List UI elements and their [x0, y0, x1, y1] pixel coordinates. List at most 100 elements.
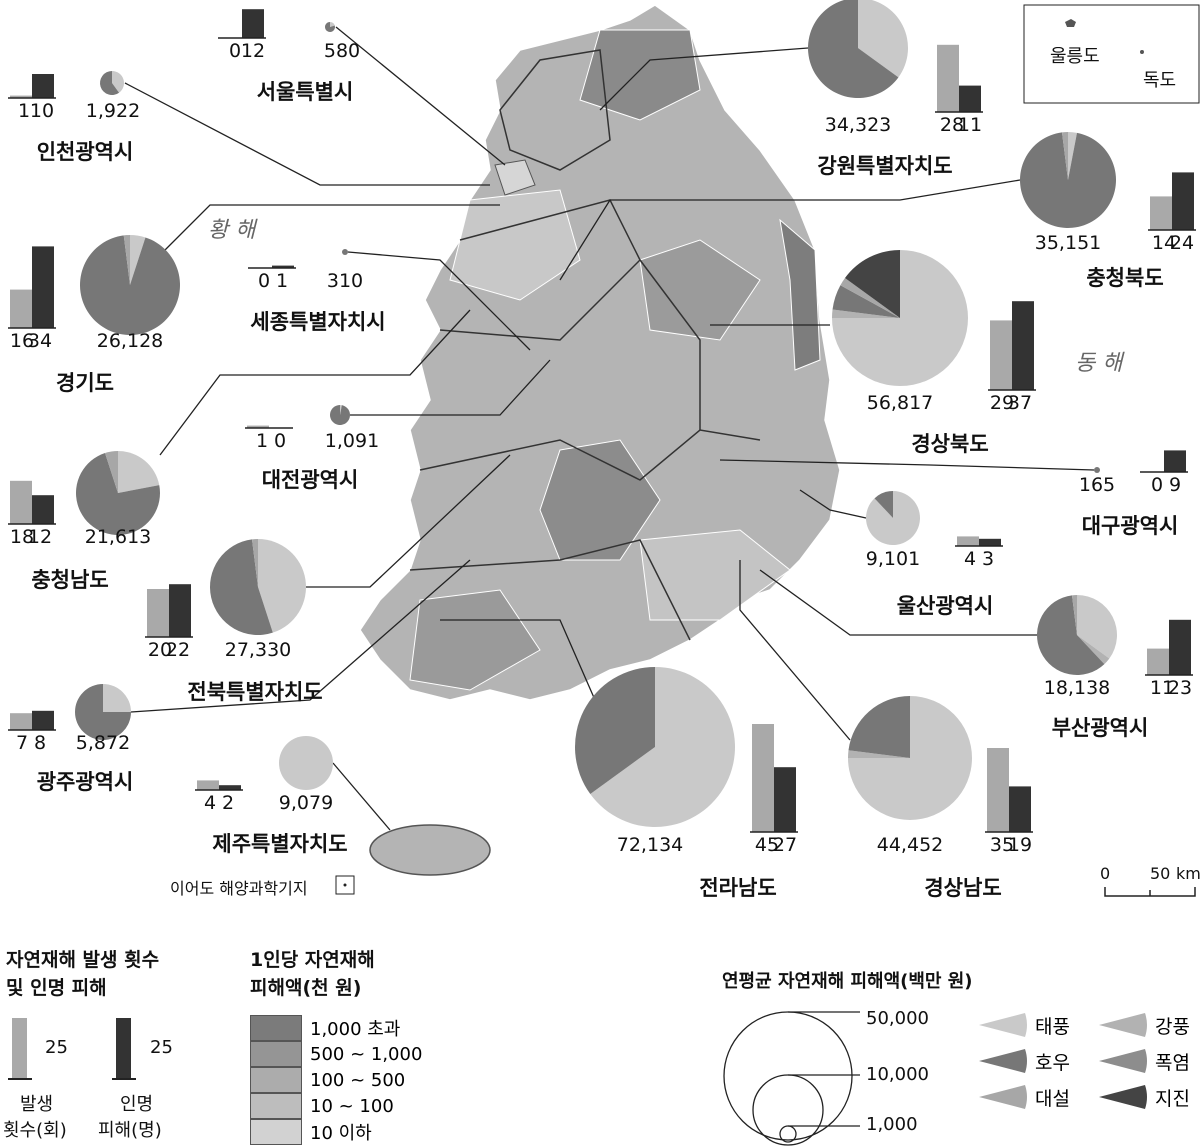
bar-casualties [959, 85, 981, 112]
legend-circle-50000: 50,000 [866, 1008, 929, 1029]
region-name: 전라남도 [699, 876, 777, 900]
occurrences-value: 18 [9, 526, 35, 548]
pie-slice-태풍 [103, 684, 131, 712]
pie-chart [866, 491, 920, 545]
occurrences-value: 20 [147, 639, 173, 661]
choropleth-swatch [250, 1015, 302, 1041]
casualties-value: 22 [165, 639, 191, 661]
region-12-marks [1037, 595, 1193, 676]
legend-cas-bar [116, 1018, 131, 1078]
region-11-marks [145, 539, 306, 638]
region-name: 충청북도 [1086, 266, 1164, 290]
pie-chart [848, 696, 972, 820]
pie-slice-호우 [210, 539, 273, 635]
pie-slice-태풍 [858, 0, 908, 78]
region-name: 경상북도 [911, 432, 989, 456]
choropleth-class: 500 ~ 1,000 [250, 1041, 422, 1067]
legend-cas-l1: 인명 [120, 1094, 154, 1115]
pie-chart [100, 71, 124, 95]
pie-slice-호우 [342, 249, 348, 255]
region-name: 부산광역시 [1051, 716, 1149, 740]
disaster-type-지진: 지진 [1097, 1082, 1190, 1112]
damage-value: 310 [326, 270, 364, 292]
pie-slice-호우 [808, 0, 899, 98]
region-name: 전북특별자치도 [187, 680, 323, 704]
sea-label-east: 동 해 [1075, 351, 1123, 376]
choropleth-label: 500 ~ 1,000 [310, 1043, 423, 1065]
disaster-type-label: 폭염 [1155, 1051, 1190, 1074]
region-8-marks [1094, 450, 1188, 473]
occurrences-value: 4 [203, 792, 217, 814]
disaster-type-폭염: 폭염 [1097, 1046, 1190, 1076]
legend-cas-l2: 피해(명) [98, 1120, 162, 1141]
bar-occurrences [752, 724, 774, 832]
bar-casualties [1164, 450, 1186, 472]
pie-chart [75, 684, 131, 740]
pie-chart [1094, 467, 1100, 473]
region-name: 경기도 [56, 371, 114, 395]
pie-slice-태풍 [112, 71, 124, 93]
wedge-icon [979, 1049, 1027, 1073]
damage-value: 72,134 [616, 834, 684, 856]
pie-slice-태풍 [279, 736, 333, 790]
disaster-type-강풍: 강풍 [1097, 1010, 1190, 1040]
region-3-marks [1020, 132, 1196, 231]
occurrences-value: 45 [754, 834, 780, 856]
bar-casualties [242, 9, 264, 38]
pie-slice-호우 [100, 71, 120, 95]
legend-bars-title: 자연재해 발생 횟수 및 인명 피해 [6, 946, 159, 1002]
pie-slice-강풍 [848, 750, 910, 758]
pie-chart [79, 235, 180, 335]
bar-casualties [1012, 301, 1034, 390]
region-0-marks [218, 9, 335, 39]
damage-value: 56,817 [866, 392, 934, 414]
ieodo-label: 이어도 해양과학기지 [170, 879, 308, 898]
bar-casualties [1009, 786, 1031, 832]
damage-value: 1,922 [85, 100, 141, 122]
occurrences-value: 35 [989, 834, 1015, 856]
pie-slice-태풍 [340, 405, 342, 415]
bar-casualties [32, 74, 54, 98]
pie-chart [342, 249, 348, 255]
pie-chart [330, 405, 351, 425]
disaster-type-label: 태풍 [1035, 1015, 1070, 1038]
pie-slice-호우 [848, 696, 910, 758]
choropleth-label: 1,000 초과 [310, 1019, 401, 1040]
pie-slice-호우 [832, 285, 900, 318]
casualties-value: 11 [957, 114, 983, 136]
damage-value: 580 [323, 40, 361, 62]
casualties-value: 8 [33, 732, 47, 754]
pie-chart [210, 539, 306, 635]
damage-value: 165 [1078, 474, 1116, 496]
region-name: 제주특별자치도 [212, 832, 348, 856]
casualties-value: 19 [1007, 834, 1033, 856]
chart-marks [8, 0, 1196, 833]
damage-value: 44,452 [876, 834, 944, 856]
damage-value: 21,613 [84, 526, 152, 548]
damage-value: 5,872 [75, 732, 131, 754]
casualties-value: 9 [1168, 474, 1182, 496]
occurrences-value: 0 [257, 270, 271, 292]
bar-occurrences [987, 748, 1009, 832]
occurrences-value: 0 [1150, 474, 1164, 496]
legend-choropleth-title-1: 1인당 자연재해 [250, 949, 375, 971]
region-6-marks [832, 250, 1036, 391]
pie-slice-호우 [325, 22, 335, 33]
region-7-marks [245, 405, 351, 429]
region-name: 서울특별시 [256, 80, 354, 104]
damage-value: 35,151 [1034, 232, 1102, 254]
pie-slice-태풍 [330, 22, 335, 27]
pie-slice-호우 [1020, 132, 1116, 228]
legend-choropleth-title-2: 피해액(천 원) [250, 977, 362, 999]
bar-casualties [774, 767, 796, 832]
casualties-value: 23 [1167, 677, 1193, 699]
scale-bar [1104, 887, 1196, 897]
region-name: 경상남도 [924, 876, 1002, 900]
pie-slice-호우 [1094, 467, 1100, 473]
pie-slice-태풍 [130, 235, 146, 285]
occurrences-value: 7 [15, 732, 29, 754]
scale-zero: 0 [1100, 864, 1111, 883]
bar-casualties [32, 246, 54, 328]
bar-occurrences [990, 320, 1012, 390]
choropleth-label: 10 ~ 100 [310, 1095, 394, 1117]
